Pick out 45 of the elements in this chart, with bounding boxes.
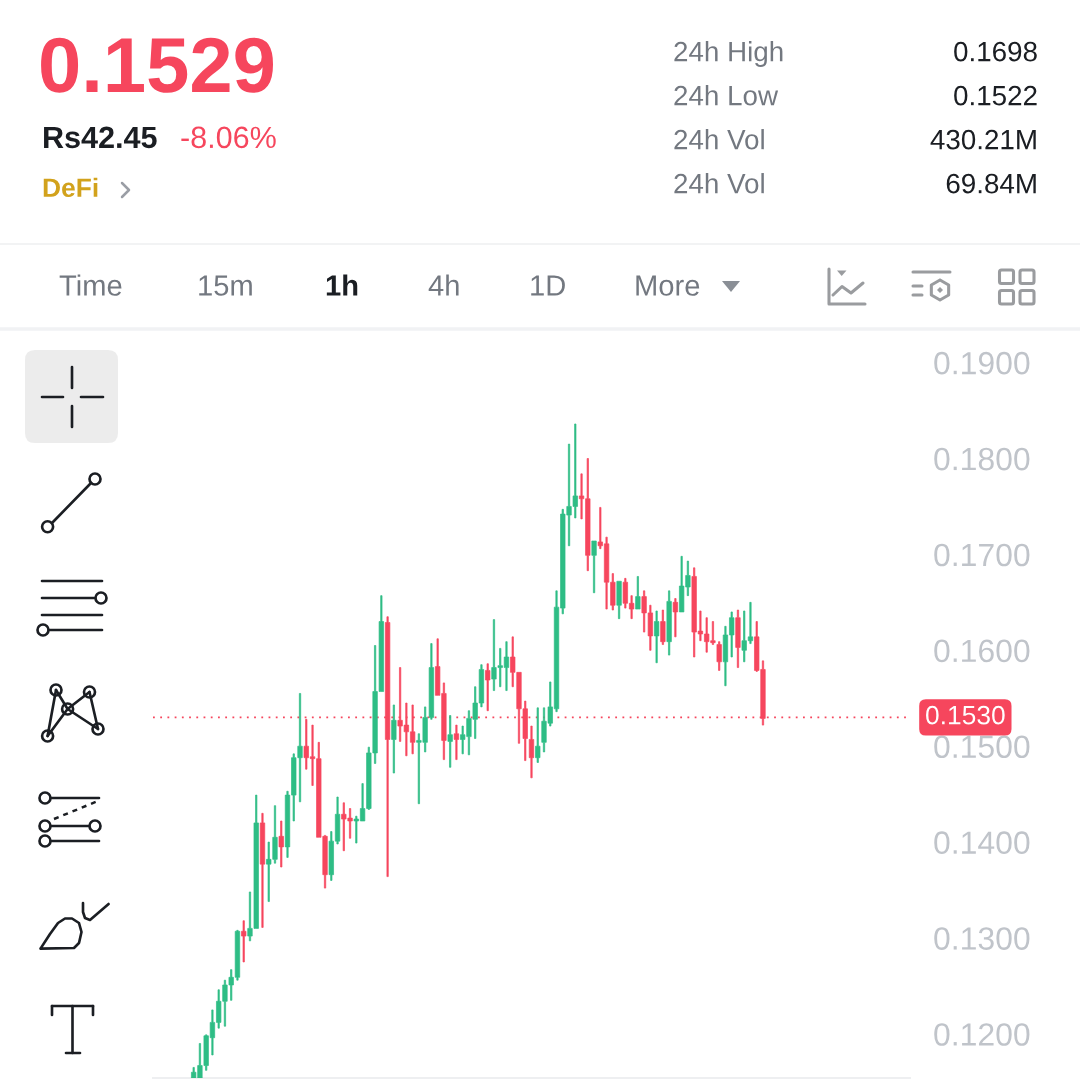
text: 24h Vol [674,173,764,194]
y-tick-label: 0.1700 [934,543,1030,567]
candlestick [447,715,453,768]
y-tick-label: 0.1300 [934,927,1030,950]
candlestick [391,704,397,774]
text: 4h [428,274,459,296]
y-tick-label: 0.1400 [934,831,1030,854]
candlestick [528,725,535,779]
text: 24h Low [674,85,779,106]
text: -8.06% [181,126,276,149]
candlestick [278,820,284,868]
candlestick [616,580,622,619]
candlestick [735,609,741,668]
text: More [636,275,700,296]
text: Rs42.45 [44,126,157,149]
candlestick [666,590,672,656]
chart-title: 0.1529 [41,37,274,93]
ref-line-label: 0.1530 [926,705,1005,725]
candlestick [535,707,541,763]
y-tick-label: 0.1800 [934,447,1030,471]
text: DeFi [43,177,98,198]
y-tick-label: 0.1900 [934,351,1030,375]
candlestick [716,641,722,671]
y-tick-label: 0.1600 [934,639,1030,663]
text: Time [59,274,122,296]
candlestick [453,724,460,760]
candlestick [660,609,666,645]
candlestick [635,576,641,610]
text: 24h High [674,41,783,67]
candlestick [672,598,678,638]
y-tick-label: 0.1200 [934,1023,1030,1046]
candlestick [591,540,597,594]
text: 1D [531,275,565,296]
text: 0.1698 [954,41,1037,62]
candlestick [259,812,266,928]
candlestick [654,610,660,664]
text: 69.84M [946,173,1036,194]
candlestick [485,663,491,712]
text: 430.21M [930,129,1036,150]
text: 1h [326,274,358,296]
text: 15m [199,275,252,296]
text: 24h Vol [674,129,764,150]
y-tick-label: 0.1500 [934,735,1030,759]
candlestick [241,920,247,963]
text: 0.1522 [954,85,1037,106]
